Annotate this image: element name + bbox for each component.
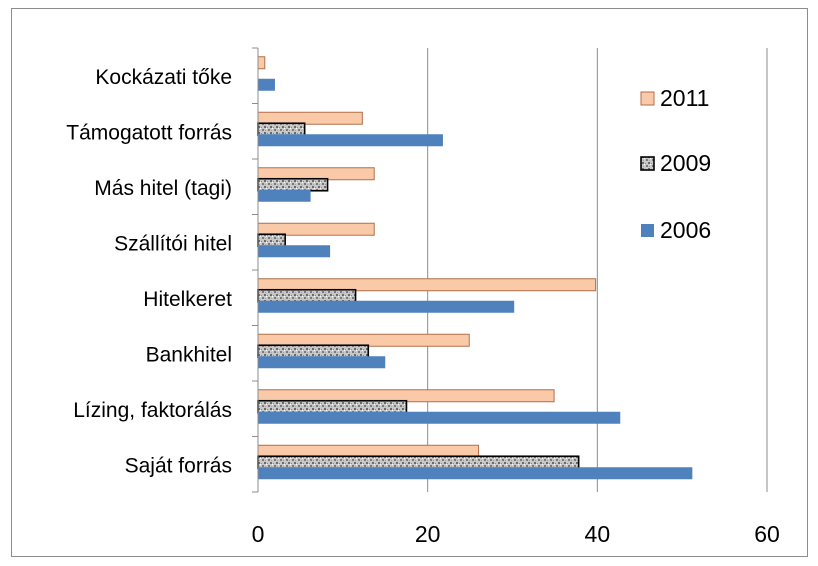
- legend-label-2011: 2011: [660, 85, 709, 111]
- bar-2011: [257, 56, 266, 70]
- category-label: Más hitel (tagi): [94, 177, 232, 200]
- category-label: Támogatott forrás: [66, 121, 232, 144]
- legend-swatch-2011: [640, 91, 655, 106]
- category-label: Kockázati tőke: [95, 66, 232, 89]
- category-label: Hitelkeret: [143, 288, 232, 311]
- bar-2011: [257, 167, 375, 181]
- legend: 2011 2009 2006: [640, 85, 711, 243]
- category-label: Szállítói hitel: [114, 232, 232, 255]
- axes: [252, 47, 259, 493]
- bar-2006: [258, 134, 443, 147]
- category-label: Saját forrás: [125, 454, 232, 477]
- bar-2009: [257, 233, 286, 248]
- bar-2011: [257, 111, 363, 125]
- bar-2006: [258, 411, 621, 424]
- bar-2009: [257, 399, 408, 414]
- bar-2006: [258, 245, 331, 258]
- legend-swatch-2006: [641, 224, 654, 237]
- bar-2009: [257, 455, 580, 470]
- bar-2009: [257, 177, 329, 192]
- x-tick-label: 20: [415, 521, 441, 547]
- bar-2009: [257, 288, 357, 303]
- x-tick-label: 40: [585, 521, 611, 547]
- bar-2006: [258, 467, 693, 480]
- x-tick-label: 0: [252, 521, 265, 547]
- legend-label-2009: 2009: [660, 150, 711, 176]
- x-tick-label: 60: [754, 521, 780, 547]
- bar-2009: [257, 122, 306, 137]
- bar-2009: [257, 344, 370, 359]
- x-tick-labels: 0 20 40 60: [252, 521, 780, 547]
- category-label: Bankhitel: [146, 343, 232, 366]
- legend-swatch-2009: [640, 156, 655, 171]
- bars: [257, 56, 693, 480]
- legend-label-2006: 2006: [660, 217, 711, 243]
- bar-2006: [258, 356, 386, 369]
- category-label: Lízing, faktorálás: [73, 399, 232, 422]
- bar-2006: [258, 78, 275, 91]
- bar-2006: [258, 189, 311, 202]
- bar-2011: [257, 222, 375, 236]
- bar-2006: [258, 300, 515, 313]
- category-labels: Kockázati tőke Támogatott forrás Más hitel…: [66, 66, 232, 478]
